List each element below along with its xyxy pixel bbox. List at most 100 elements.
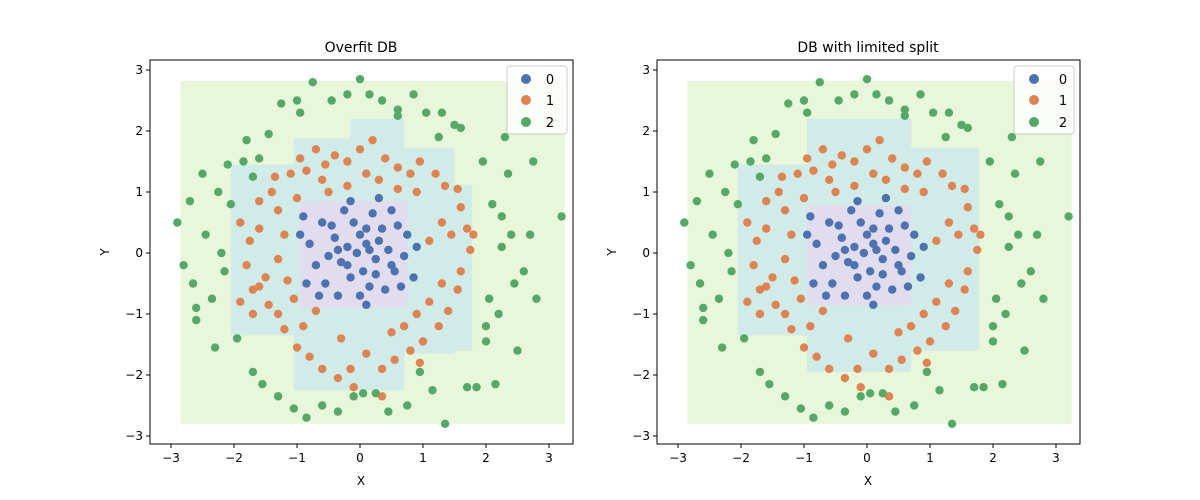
point-class-1 — [897, 355, 906, 364]
point-class-2 — [507, 230, 516, 239]
point-class-2 — [928, 108, 938, 117]
point-class-2 — [393, 105, 402, 114]
point-class-2 — [248, 367, 258, 377]
point-class-0 — [888, 285, 897, 294]
point-class-0 — [834, 221, 843, 230]
point-class-2 — [850, 90, 859, 99]
point-class-1 — [333, 373, 343, 383]
legend: 0 1 2 — [506, 65, 568, 135]
point-class-0 — [343, 242, 352, 252]
point-class-1 — [236, 297, 245, 306]
point-class-0 — [324, 251, 333, 261]
point-class-2 — [192, 315, 201, 325]
point-class-2 — [349, 392, 358, 401]
point-class-2 — [708, 230, 717, 239]
point-class-1 — [311, 306, 321, 316]
point-class-0 — [362, 300, 371, 310]
point-class-2 — [179, 261, 188, 270]
point-class-2 — [1064, 212, 1073, 221]
point-class-0 — [330, 233, 339, 242]
y-tick-label: 2 — [135, 124, 143, 138]
point-class-1 — [377, 392, 387, 401]
point-class-2 — [255, 154, 264, 163]
point-class-2 — [991, 294, 1001, 303]
point-class-2 — [239, 157, 248, 166]
point-class-0 — [853, 196, 862, 206]
point-class-0 — [318, 218, 327, 227]
point-class-2 — [343, 90, 352, 99]
point-class-1 — [869, 169, 878, 178]
point-class-1 — [780, 254, 790, 264]
point-class-2 — [500, 132, 510, 142]
point-class-0 — [881, 236, 891, 245]
point-class-1 — [390, 355, 399, 364]
region-class-1 — [230, 164, 294, 336]
y-axis-label: Y — [98, 248, 112, 257]
point-class-2 — [428, 386, 437, 395]
point-class-2 — [985, 157, 995, 166]
plot-frame — [149, 59, 574, 445]
point-class-1 — [818, 306, 828, 316]
point-class-1 — [434, 322, 443, 331]
point-class-2 — [784, 99, 793, 108]
x-tick-label: 3 — [1052, 451, 1060, 465]
point-class-1 — [755, 285, 765, 294]
point-class-1 — [289, 294, 299, 303]
point-class-2 — [503, 169, 513, 178]
point-class-2 — [384, 407, 393, 416]
point-class-2 — [478, 157, 488, 166]
point-class-0 — [900, 221, 909, 230]
point-class-0 — [831, 251, 840, 261]
point-class-2 — [557, 212, 566, 221]
point-class-2 — [856, 392, 865, 401]
y-tick-label: 1 — [135, 185, 143, 199]
chart-title: DB with limited split — [797, 40, 939, 56]
point-class-1 — [796, 294, 806, 303]
point-class-0 — [875, 209, 884, 218]
x-tick-label: 3 — [545, 451, 553, 465]
point-class-1 — [425, 297, 434, 306]
point-class-1 — [270, 172, 280, 181]
point-class-1 — [362, 169, 371, 178]
point-class-1 — [393, 163, 402, 172]
point-class-0 — [818, 261, 828, 270]
point-class-2 — [699, 303, 708, 313]
point-class-1 — [440, 181, 450, 191]
point-class-1 — [774, 187, 783, 197]
point-class-1 — [469, 230, 478, 239]
point-class-2 — [248, 172, 258, 181]
point-class-2 — [739, 334, 749, 343]
point-class-2 — [491, 379, 500, 389]
point-class-1 — [922, 358, 932, 367]
point-class-2 — [730, 160, 739, 169]
point-class-2 — [1032, 230, 1042, 239]
y-tick-label: 3 — [642, 63, 650, 77]
point-class-2 — [727, 267, 736, 276]
point-class-1 — [884, 392, 894, 401]
point-class-1 — [919, 187, 928, 197]
point-class-1 — [425, 236, 434, 245]
point-class-2 — [481, 322, 491, 331]
point-class-0 — [381, 285, 390, 294]
point-class-0 — [396, 282, 406, 291]
point-class-2 — [840, 407, 850, 416]
point-class-0 — [872, 245, 881, 255]
point-class-0 — [821, 291, 831, 300]
point-class-1 — [787, 230, 796, 239]
point-class-0 — [365, 245, 374, 255]
point-class-0 — [358, 267, 368, 276]
point-class-2 — [393, 111, 402, 120]
point-class-1 — [462, 224, 472, 233]
point-class-2 — [916, 90, 925, 99]
point-class-2 — [988, 337, 998, 346]
point-class-2 — [721, 187, 730, 197]
legend-marker-2 — [1029, 117, 1039, 127]
point-class-1 — [925, 337, 935, 346]
point-class-2 — [333, 407, 343, 416]
point-class-2 — [273, 392, 283, 401]
point-class-1 — [777, 172, 787, 181]
point-class-2 — [998, 379, 1007, 389]
point-class-1 — [843, 334, 853, 343]
point-class-2 — [862, 74, 872, 84]
region-class-1 — [372, 362, 405, 391]
